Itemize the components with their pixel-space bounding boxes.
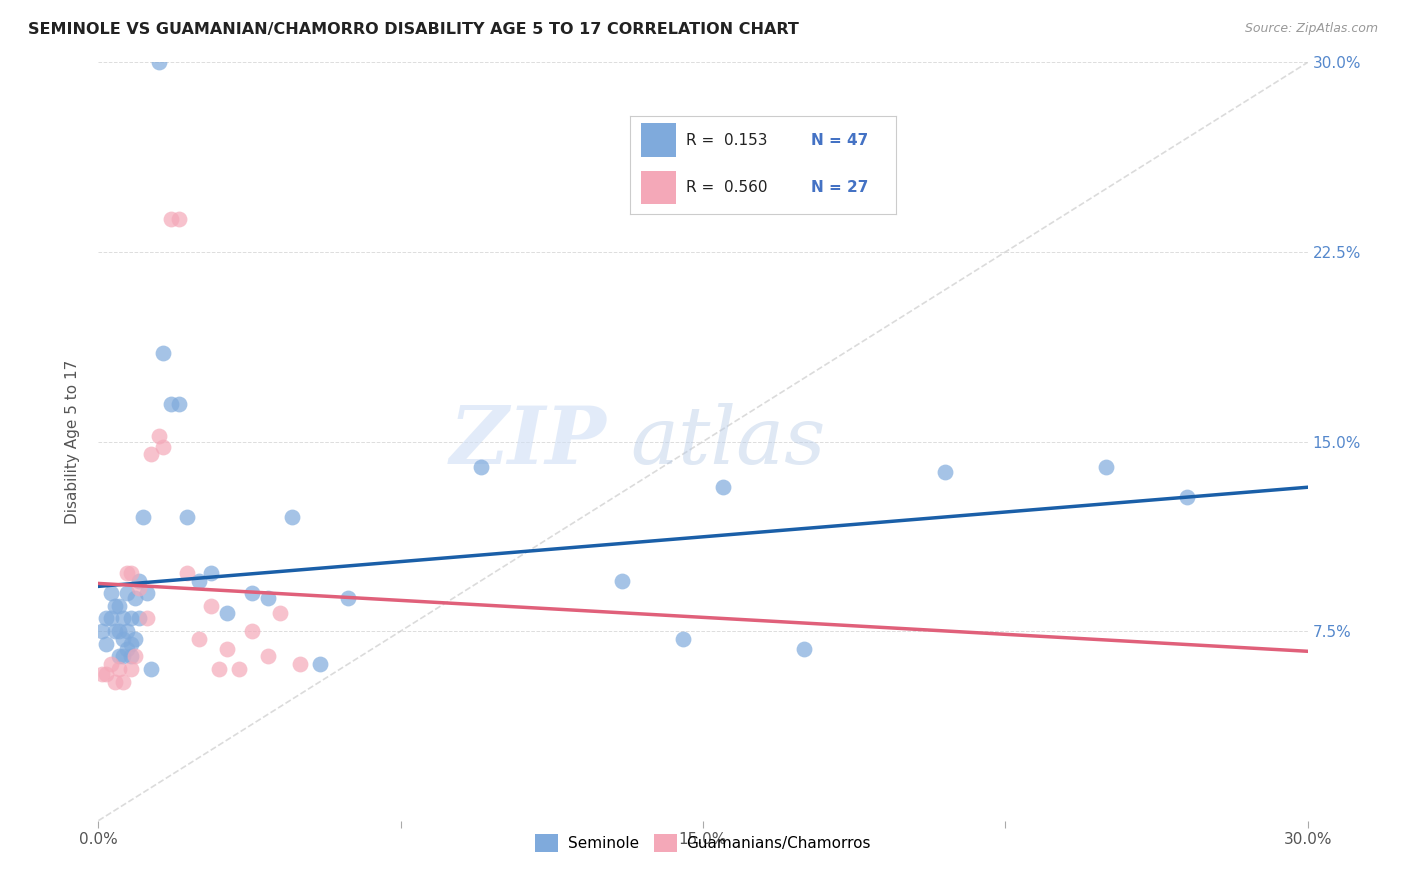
Point xyxy=(124,591,146,606)
Point xyxy=(115,624,138,639)
Point xyxy=(91,624,114,639)
Point xyxy=(228,662,250,676)
Point xyxy=(470,459,492,474)
Point xyxy=(256,591,278,606)
Point xyxy=(167,396,190,410)
Point xyxy=(1095,459,1118,474)
Point xyxy=(148,429,170,443)
Point xyxy=(188,632,211,646)
Point xyxy=(217,607,239,621)
Point xyxy=(176,566,198,580)
Point xyxy=(256,649,278,664)
Point xyxy=(288,657,311,671)
Text: atlas: atlas xyxy=(630,403,825,480)
Y-axis label: Disability Age 5 to 17: Disability Age 5 to 17 xyxy=(65,359,80,524)
Point xyxy=(135,611,157,625)
Point xyxy=(107,624,129,639)
Point xyxy=(115,566,138,580)
Point xyxy=(115,586,138,600)
Point xyxy=(217,641,239,656)
Point xyxy=(100,586,122,600)
Point xyxy=(96,637,118,651)
Point xyxy=(96,611,118,625)
Text: ZIP: ZIP xyxy=(450,403,606,480)
Point xyxy=(269,607,291,621)
Point xyxy=(111,674,134,689)
Point xyxy=(120,649,142,664)
Point xyxy=(934,465,956,479)
Point xyxy=(139,447,162,461)
Point xyxy=(100,611,122,625)
Point xyxy=(176,510,198,524)
Point xyxy=(128,581,150,595)
Point xyxy=(128,574,150,588)
Point xyxy=(612,574,634,588)
Point xyxy=(107,649,129,664)
Point xyxy=(107,599,129,613)
Point xyxy=(152,346,174,360)
Point xyxy=(1175,490,1198,504)
Text: SEMINOLE VS GUAMANIAN/CHAMORRO DISABILITY AGE 5 TO 17 CORRELATION CHART: SEMINOLE VS GUAMANIAN/CHAMORRO DISABILIT… xyxy=(28,22,799,37)
Point xyxy=(281,510,304,524)
Point xyxy=(111,611,134,625)
Point xyxy=(793,641,815,656)
Point xyxy=(103,624,125,639)
Point xyxy=(132,510,155,524)
Point xyxy=(240,586,263,600)
Point xyxy=(135,586,157,600)
Point xyxy=(148,55,170,70)
Point xyxy=(103,599,125,613)
Point xyxy=(128,611,150,625)
Point xyxy=(111,649,134,664)
Point xyxy=(96,667,118,681)
Point xyxy=(160,396,183,410)
Point xyxy=(240,624,263,639)
Text: Source: ZipAtlas.com: Source: ZipAtlas.com xyxy=(1244,22,1378,36)
Point xyxy=(711,480,734,494)
Point xyxy=(200,599,222,613)
Point xyxy=(111,632,134,646)
Point xyxy=(120,662,142,676)
Point xyxy=(107,662,129,676)
Legend: Seminole, Guamanians/Chamorros: Seminole, Guamanians/Chamorros xyxy=(529,828,877,858)
Point xyxy=(152,440,174,454)
Point xyxy=(167,212,190,227)
Point xyxy=(309,657,332,671)
Point xyxy=(91,667,114,681)
Point xyxy=(208,662,231,676)
Point xyxy=(120,611,142,625)
Point xyxy=(103,674,125,689)
Point xyxy=(124,649,146,664)
Point xyxy=(672,632,695,646)
Point xyxy=(115,641,138,656)
Point xyxy=(124,632,146,646)
Point xyxy=(200,566,222,580)
Point xyxy=(100,657,122,671)
Point xyxy=(120,566,142,580)
Point xyxy=(139,662,162,676)
Point xyxy=(160,212,183,227)
Point xyxy=(120,637,142,651)
Point xyxy=(188,574,211,588)
Point xyxy=(337,591,360,606)
